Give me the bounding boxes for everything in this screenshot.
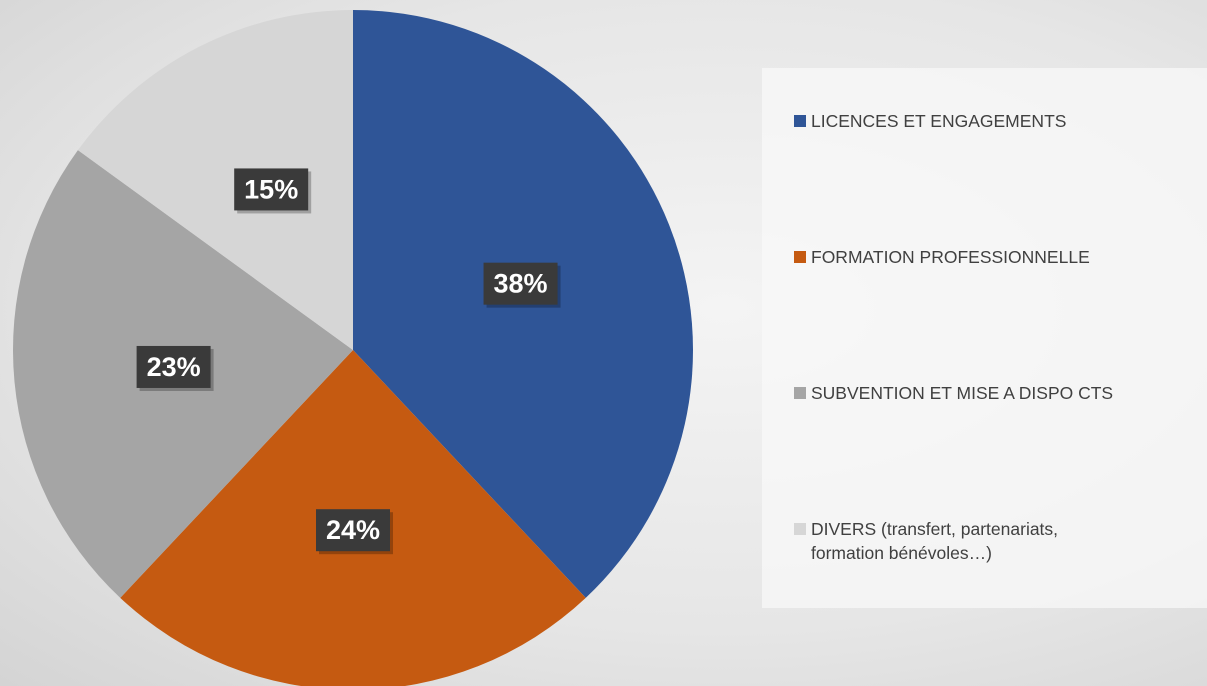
legend-label: SUBVENTION ET MISE A DISPO CTS xyxy=(811,383,1114,403)
data-label-box xyxy=(316,509,390,552)
legend-label: DIVERS (transfert, partenariats, formati… xyxy=(811,519,1059,563)
data-label: 23% xyxy=(147,352,201,382)
legend-entry: LICENCES ET ENGAGEMENTS xyxy=(794,109,1204,133)
pie-slice xyxy=(77,10,354,350)
legend-swatch xyxy=(794,115,806,127)
legend-swatch xyxy=(794,387,806,399)
legend: LICENCES ET ENGAGEMENTS FORMATION PROFESS… xyxy=(762,68,1207,608)
legend-entry: FORMATION PROFESSIONNELLE xyxy=(794,245,1204,269)
legend-swatch xyxy=(794,251,806,263)
data-label-box xyxy=(234,168,309,211)
legend-entry: DIVERS (transfert, partenariats, formati… xyxy=(794,517,1204,565)
legend-label: FORMATION PROFESSIONNELLE xyxy=(811,247,1090,267)
legend-entry: SUBVENTION ET MISE A DISPO CTS xyxy=(794,381,1204,405)
legend-label: LICENCES ET ENGAGEMENTS xyxy=(811,111,1067,131)
data-label: 24% xyxy=(326,515,380,545)
legend-swatch xyxy=(794,523,806,535)
data-label: 15% xyxy=(244,174,298,204)
data-label: 38% xyxy=(494,269,548,299)
data-label-box xyxy=(136,345,211,388)
data-label-box xyxy=(483,262,558,305)
